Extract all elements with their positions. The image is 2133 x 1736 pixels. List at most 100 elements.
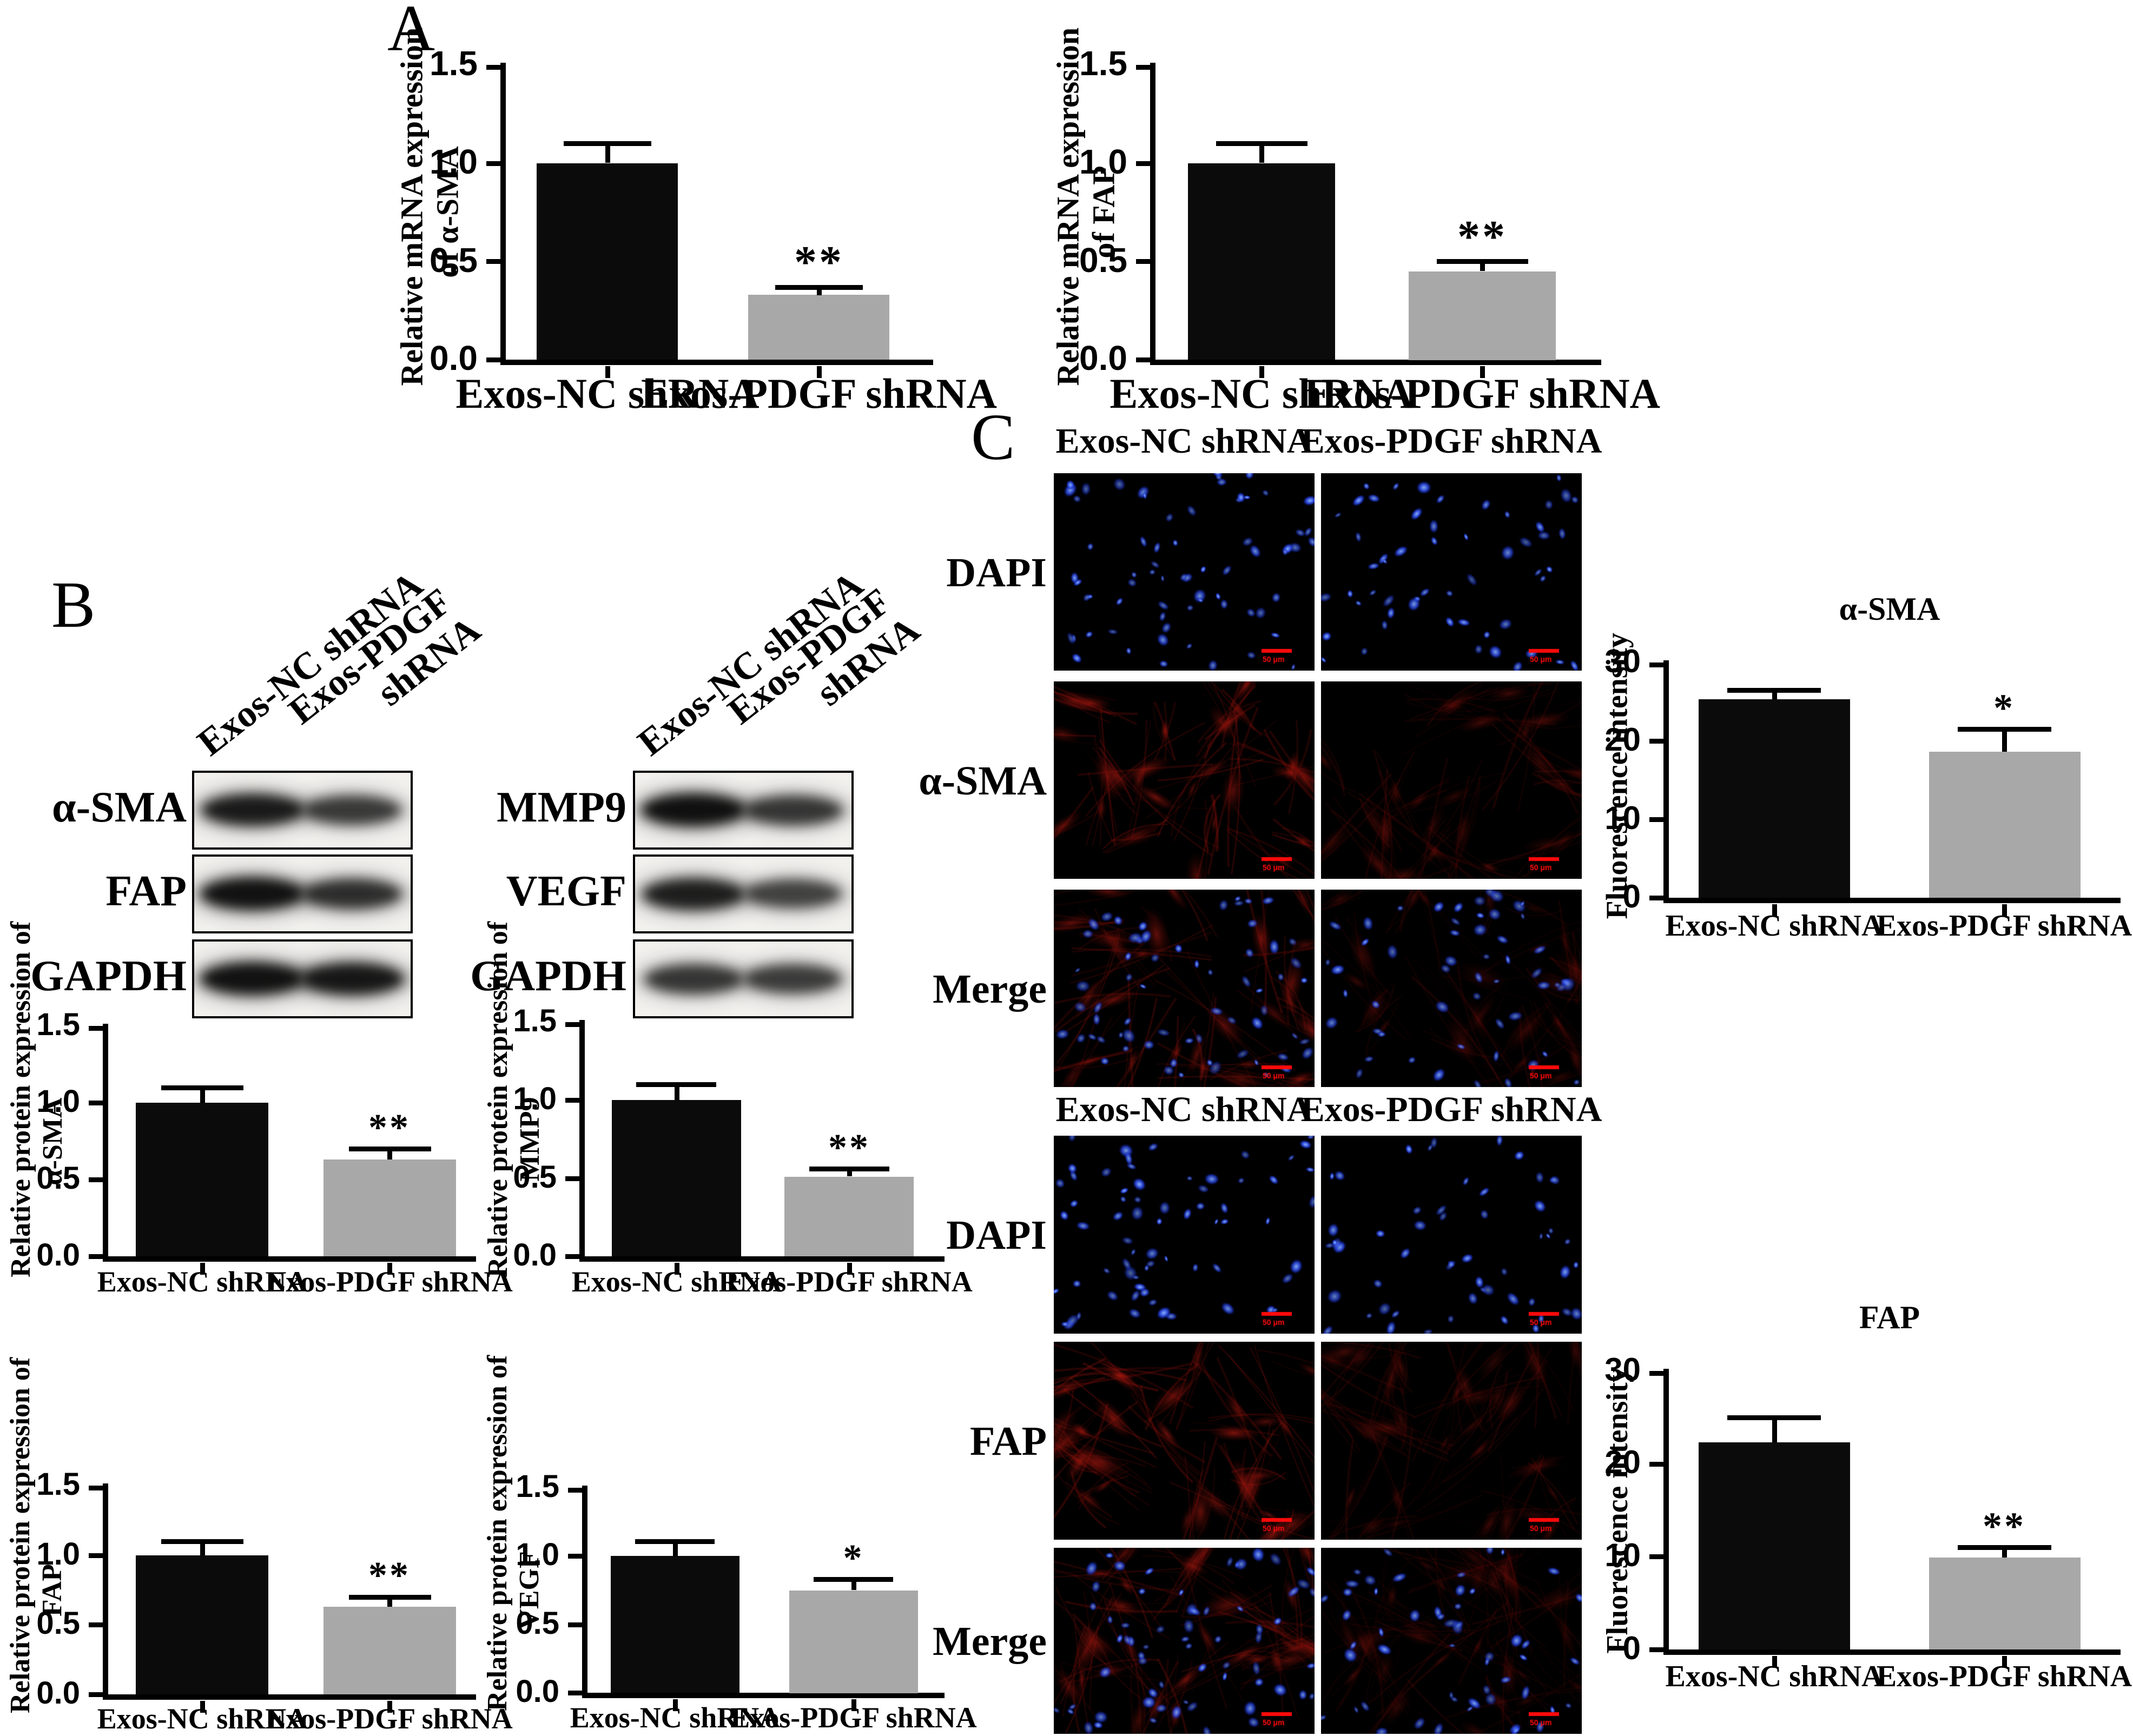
bar-control xyxy=(136,1555,268,1694)
bar-control xyxy=(136,1103,268,1256)
y-tick-label: 0.5 xyxy=(36,1161,80,1196)
x-tick-mark xyxy=(1772,1656,1777,1668)
blot-band xyxy=(201,794,305,826)
y-axis-title: Relative protein expression of VEGF xyxy=(482,1355,545,1711)
micrograph-red-col0 xyxy=(1054,681,1315,879)
blot-band xyxy=(744,796,843,825)
x-tick-mark xyxy=(200,1701,205,1713)
y-axis xyxy=(1663,1369,1669,1655)
y-axis xyxy=(1663,660,1669,903)
x-tick-mark xyxy=(387,1701,392,1713)
blot-box-vegf xyxy=(633,854,854,933)
error-bar-line xyxy=(675,1084,679,1100)
error-bar-cap xyxy=(564,141,651,146)
category-label: Exos-NC shRNA xyxy=(97,1702,308,1735)
blot-band xyxy=(302,879,402,909)
error-bar-cap xyxy=(349,1595,431,1600)
y-tick-mark xyxy=(89,1622,103,1627)
y-tick-label: 0.5 xyxy=(513,1159,557,1195)
significance-marker: ** xyxy=(1457,211,1507,262)
y-tick-label: 1.0 xyxy=(1079,142,1127,181)
y-tick-label: 1.0 xyxy=(36,1084,80,1119)
error-bar-line xyxy=(200,1088,205,1103)
error-bar-line xyxy=(387,1597,392,1607)
y-tick-label: 0.0 xyxy=(430,339,478,377)
significance-marker: * xyxy=(843,1538,864,1579)
blot-band xyxy=(300,963,404,995)
x-tick-mark xyxy=(673,1699,678,1711)
x-axis xyxy=(1663,1649,2121,1655)
y-tick-label: 1.5 xyxy=(36,1467,80,1502)
blot-band-halo xyxy=(732,788,851,832)
error-bar-line xyxy=(817,287,822,295)
y-tick-mark xyxy=(89,1692,103,1697)
chart-prot_asma: 0.0 0.5 1.0 1.5 Exos-NC shRNA ** Exos-PDGF shR… xyxy=(5,922,513,1333)
error-bar-line xyxy=(387,1149,392,1159)
micro-row-label: FAP xyxy=(969,1419,1047,1464)
y-tick-label: 1.0 xyxy=(516,1537,559,1572)
y-tick-label: 1.0 xyxy=(36,1536,80,1572)
micro-row-label: DAPI xyxy=(946,1212,1047,1258)
y-tick-mark xyxy=(89,1553,103,1558)
error-bar-line xyxy=(851,1579,856,1590)
y-tick-mark xyxy=(89,1101,103,1105)
category-label: Exos-NC shRNA xyxy=(97,1265,308,1298)
y-tick-mark xyxy=(89,1486,103,1490)
blot-band xyxy=(644,964,743,994)
bar-treatment xyxy=(789,1591,918,1693)
error-bar-cap xyxy=(1958,1545,2051,1550)
y-tick-mark xyxy=(565,1022,579,1027)
bar-treatment xyxy=(323,1159,456,1256)
x-tick-mark xyxy=(1480,366,1485,378)
y-tick-label: 10 xyxy=(1604,1537,1641,1573)
y-tick-mark xyxy=(486,65,500,70)
chart-title: FAP xyxy=(1859,1300,1920,1335)
panel-label-a: A xyxy=(387,0,435,65)
y-axis xyxy=(582,1486,587,1698)
error-bar-line xyxy=(2002,729,2007,752)
y-tick-label: 1.0 xyxy=(430,142,478,181)
category-label: Exos-PDGF shRNA xyxy=(1876,909,2132,943)
bar-treatment xyxy=(1929,1558,2081,1649)
micro-column-header: Exos-NC shRNA xyxy=(1055,1090,1313,1129)
y-tick-label: 1.5 xyxy=(36,1007,80,1042)
y-tick-label: 0.0 xyxy=(36,1675,80,1711)
y-axis xyxy=(579,1020,585,1262)
panel-label-c: C xyxy=(971,401,1015,474)
error-bar-line xyxy=(1259,143,1264,163)
micrograph-merge-col0 xyxy=(1054,890,1315,1087)
y-tick-mark xyxy=(568,1691,582,1695)
y-tick-label: 0.0 xyxy=(36,1237,80,1273)
y-tick-mark xyxy=(568,1622,582,1627)
y-tick-mark xyxy=(1649,1647,1663,1652)
bar-treatment xyxy=(748,295,889,360)
blot-box-fap xyxy=(192,854,413,933)
chart-fluor_fap: FAP 0 10 20 30 Exos-NC shRNA ** Exos-PDGF shRNA… xyxy=(1596,1271,2133,1693)
y-tick-mark xyxy=(1136,161,1150,166)
blot-band xyxy=(642,878,745,910)
x-axis xyxy=(103,1256,476,1262)
y-tick-label: 1.5 xyxy=(516,1469,559,1504)
blot-band xyxy=(303,796,401,825)
category-label: Exos-NC shRNA xyxy=(1665,1660,1884,1693)
y-tick-label: 10 xyxy=(1604,800,1641,836)
blot-box-gapdh xyxy=(633,939,854,1018)
y-tick-label: 0.5 xyxy=(1079,241,1127,280)
micrograph-dapi-col1 xyxy=(1321,473,1582,671)
bar-treatment xyxy=(323,1607,456,1694)
chart-title: α-SMA xyxy=(1839,591,1940,627)
category-label: Exos-NC shRNA xyxy=(455,370,760,417)
y-axis-title: Relative protein expression of FAP xyxy=(5,1357,68,1713)
y-tick-label: 1.5 xyxy=(1079,44,1127,83)
blot-band-halo xyxy=(733,872,851,916)
significance-marker: ** xyxy=(368,1555,411,1596)
blot-row-label: α-SMA xyxy=(51,784,187,831)
y-tick-label: 0.5 xyxy=(36,1606,80,1641)
blot-box-gapdh xyxy=(192,939,413,1018)
error-bar-cap xyxy=(161,1085,243,1090)
error-bar-cap xyxy=(636,1082,716,1087)
x-tick-mark xyxy=(2002,904,2007,916)
y-tick-label: 0.5 xyxy=(516,1606,559,1641)
blot-band xyxy=(641,793,746,826)
blot-row-label: FAP xyxy=(105,867,187,915)
